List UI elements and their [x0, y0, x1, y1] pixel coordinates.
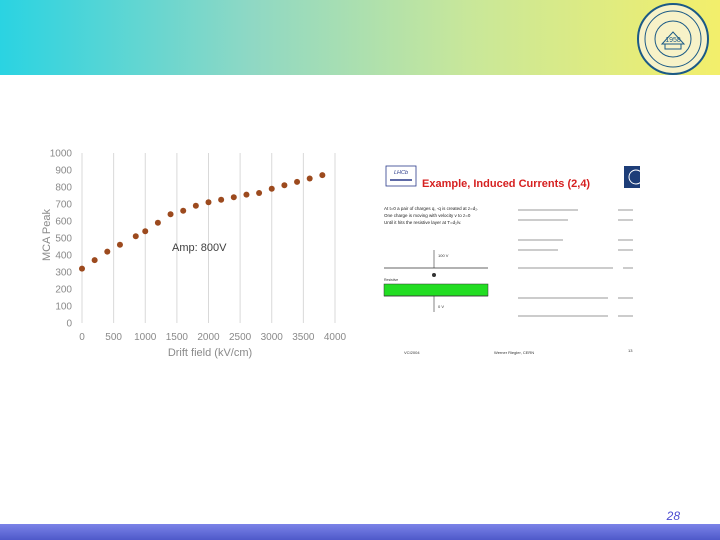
data-point: [243, 191, 250, 198]
desc-line-1: At t=0 a pair of charges q, -q is create…: [384, 206, 478, 211]
data-point: [104, 248, 111, 255]
charge-dot: [432, 273, 436, 277]
y-tick-label: 100: [55, 302, 72, 313]
data-point: [268, 185, 275, 192]
desc-line-3: Until it hits the resistive layer at T=d…: [384, 220, 461, 225]
data-point: [132, 233, 139, 240]
cern-logo: [624, 166, 640, 188]
chart-ticks: 0 500 1000 1500 2000 2500 3000 3500 4000 0 100 200 3…: [50, 149, 347, 344]
data-point: [319, 172, 326, 179]
data-point: [91, 257, 98, 264]
lhcb-logo: [385, 165, 417, 187]
logo-year: 1958: [665, 37, 681, 44]
equation-block: [518, 209, 633, 317]
footer-bar: [0, 524, 720, 540]
page-number: 28: [666, 509, 680, 523]
y-tick-label: 1000: [50, 149, 73, 160]
y-tick-label: 400: [55, 251, 72, 262]
data-point: [167, 211, 174, 218]
resistive-layer: [383, 283, 489, 297]
x-tick-label: 3000: [261, 332, 284, 343]
data-point: [192, 202, 199, 209]
x-axis-label: Drift field (kV/cm): [168, 347, 252, 359]
university-seal-logo: 1958: [637, 3, 709, 75]
chart-grid: [81, 153, 336, 323]
data-point: [306, 175, 313, 182]
y-tick-label: 900: [55, 166, 72, 177]
data-point: [142, 228, 149, 235]
x-tick-label: 1000: [134, 332, 157, 343]
data-point: [294, 178, 301, 185]
x-tick-label: 500: [105, 332, 122, 343]
thumb-footer-right: 13: [628, 348, 633, 353]
y-tick-label: 500: [55, 234, 72, 245]
thumbnail-title: Example, Induced Currents (2,4): [422, 178, 590, 190]
x-tick-label: 2000: [197, 332, 220, 343]
y-tick-label: 300: [55, 268, 72, 279]
thumb-footer-center: Werner Riegler, CERN: [494, 350, 534, 355]
chart-points: [79, 172, 326, 272]
lhcb-logo-text: LHCb: [394, 170, 408, 176]
header-gradient-band: [0, 0, 720, 75]
data-point: [79, 265, 85, 272]
y-tick-label: 200: [55, 285, 72, 296]
x-tick-label: 2500: [229, 332, 252, 343]
y-tick-label: 700: [55, 200, 72, 211]
thumb-footer-left: VCI2004: [404, 350, 420, 355]
data-point: [154, 219, 161, 226]
y-tick-label: 800: [55, 183, 72, 194]
data-point: [180, 207, 187, 214]
slide-thumbnail: LHCb Example, Induced Currents (2,4) At …: [378, 160, 640, 360]
mca-peak-chart: 0 500 1000 1500 2000 2500 3000 3500 4000 0 100 200 3…: [41, 149, 347, 360]
y-tick-label: 600: [55, 217, 72, 228]
amp-annotation: Amp: 800V: [172, 242, 227, 254]
bottom-voltage-label: 0 V: [438, 304, 444, 309]
x-tick-label: 1500: [166, 332, 189, 343]
resistive-label: Resistive: [384, 278, 398, 282]
x-tick-label: 4000: [324, 332, 347, 343]
x-tick-label: 3500: [292, 332, 315, 343]
desc-line-2: One charge is moving with velocity v to …: [384, 213, 471, 218]
data-point: [218, 196, 225, 203]
top-voltage-label: 100 V: [438, 253, 449, 258]
data-point: [281, 182, 288, 189]
data-point: [205, 199, 212, 206]
x-tick-label: 0: [79, 332, 85, 343]
y-tick-label: 0: [66, 319, 72, 330]
y-axis-label: MCA Peak: [41, 209, 53, 261]
data-point: [116, 241, 123, 248]
data-point: [256, 189, 263, 196]
data-point: [230, 194, 237, 201]
